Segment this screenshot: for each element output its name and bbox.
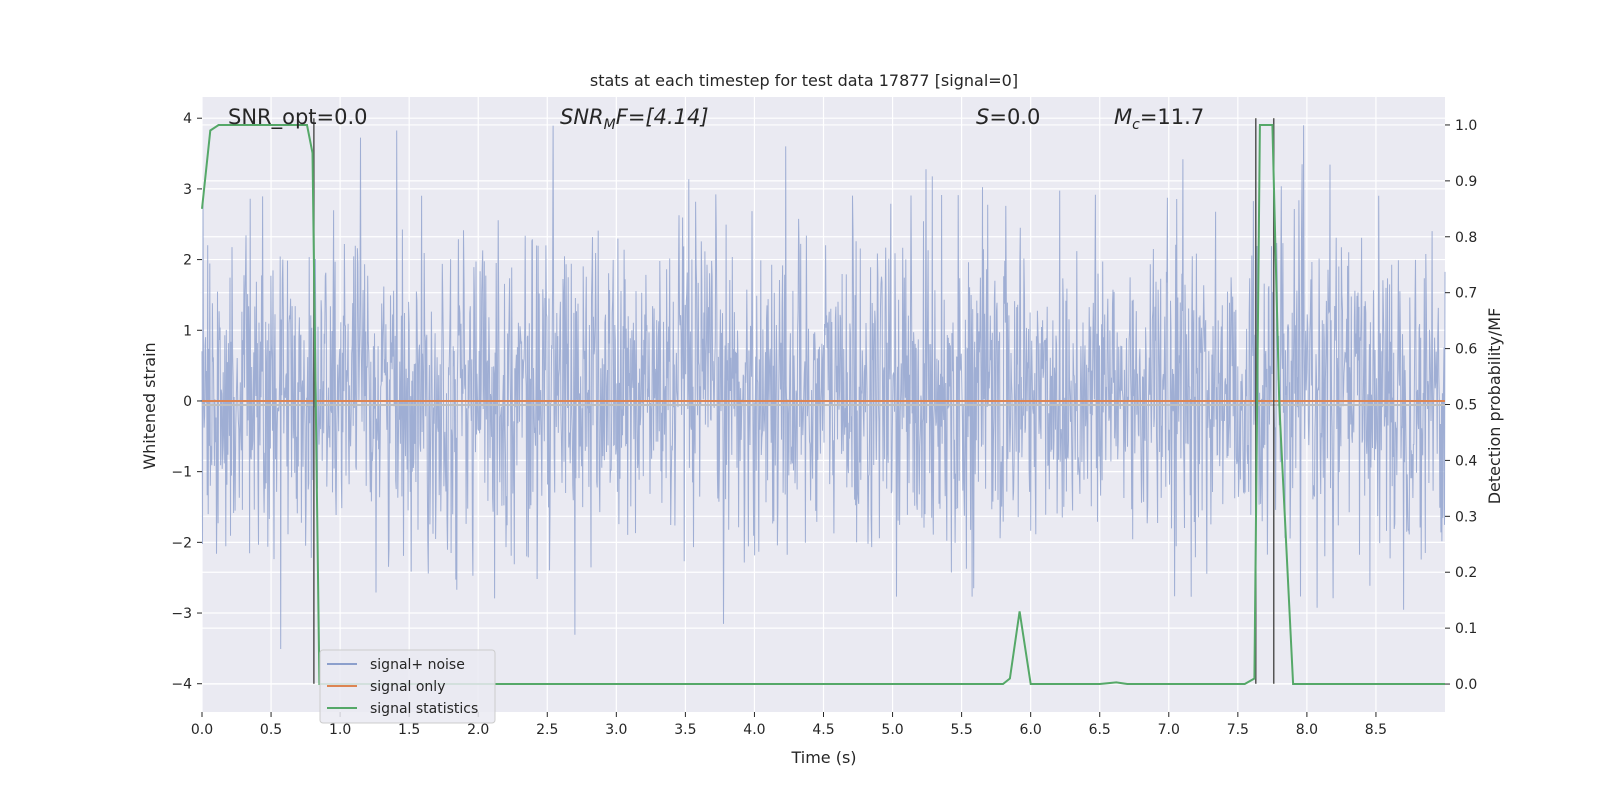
y2-tick-label: 0.2 <box>1455 565 1477 581</box>
x-tick-label: 0.0 <box>191 722 213 738</box>
y2-tick-label: 0.4 <box>1455 453 1477 469</box>
annotation-mc-sub: c <box>1132 117 1140 133</box>
annotation-mc: Mc=11.7 <box>1114 105 1204 133</box>
x-tick-label: 8.0 <box>1296 722 1318 738</box>
x-tick-label: 1.0 <box>329 722 351 738</box>
annotation-mc-name: M <box>1114 105 1132 129</box>
x-tick-label: 1.5 <box>398 722 420 738</box>
y-tick-label: −2 <box>171 535 192 551</box>
y2-tick-label: 0.5 <box>1455 398 1477 414</box>
y-axis-label: Whitened strain <box>140 342 159 469</box>
annotation-snr-mf-sub: M <box>604 117 616 133</box>
y2-tick-label: 0.3 <box>1455 509 1477 525</box>
legend-frame <box>319 649 496 724</box>
y-tick-label: 0 <box>183 394 192 410</box>
y2-tick-label: 0.9 <box>1455 174 1477 190</box>
annotation-snr-mf-name: SNR <box>560 105 604 129</box>
y-tick-label: −4 <box>171 677 192 693</box>
annotation-snr-opt: SNR_opt=0.0 <box>228 105 368 130</box>
y2-tick-label: 0.1 <box>1455 621 1477 637</box>
x-tick-label: 7.5 <box>1227 722 1249 738</box>
x-tick-label: 3.0 <box>605 722 627 738</box>
x-tick-label: 4.0 <box>743 722 765 738</box>
x-tick-label: 3.5 <box>674 722 696 738</box>
x-tick-label: 5.0 <box>881 722 903 738</box>
y2-tick-label: 1.0 <box>1455 118 1477 134</box>
x-tick-label: 2.5 <box>536 722 558 738</box>
x-tick-label: 7.0 <box>1158 722 1180 738</box>
y2-tick-label: 0.8 <box>1455 230 1477 246</box>
legend-label-signal-only: signal only <box>370 679 445 695</box>
y2-axis-label: Detection probability/MF <box>1485 308 1504 505</box>
y2-axis-ticks: 1.0 0.9 0.8 0.7 0.6 0.5 0.4 0.3 0.2 0.1 0.0 <box>1445 118 1477 693</box>
annotation-s-name: S <box>976 105 989 129</box>
y-tick-label: 3 <box>183 182 192 198</box>
y-tick-label: 4 <box>183 111 192 127</box>
y2-tick-label: 0.0 <box>1455 677 1477 693</box>
x-tick-label: 8.5 <box>1365 722 1387 738</box>
y-tick-label: −1 <box>171 465 192 481</box>
signal-only-series <box>202 399 1445 406</box>
chart-title: stats at each timestep for test data 178… <box>590 71 1018 90</box>
annotation-mc-rest: =11.7 <box>1140 105 1204 129</box>
statistics-line <box>201 124 1445 685</box>
x-tick-label: 6.5 <box>1089 722 1111 738</box>
x-axis-ticks: 0.0 0.5 1.0 1.5 2.0 2.5 3.0 3.5 4.0 4.5 5.0 5.5 6.0 6… <box>191 712 1387 738</box>
annotation-snr-mf-rest: F=[4.14] <box>616 105 709 129</box>
noise-line <box>201 125 1446 650</box>
legend: signal+ noise signal only signal statist… <box>319 649 496 724</box>
legend-label-noise: signal+ noise <box>370 657 465 673</box>
signal-statistics-series <box>201 124 1445 685</box>
annotation-snr-mf: SNRMF=[4.14] <box>560 105 709 133</box>
y-tick-label: 2 <box>183 253 192 269</box>
y2-tick-label: 0.6 <box>1455 342 1477 358</box>
annotation-s-rest: =0.0 <box>989 105 1040 129</box>
y-axis-ticks: 4 3 2 1 0 −1 −2 −3 −4 <box>171 111 202 693</box>
x-tick-label: 0.5 <box>260 722 282 738</box>
y-tick-label: 1 <box>183 323 192 339</box>
x-tick-label: 4.5 <box>812 722 834 738</box>
legend-label-stats: signal statistics <box>370 701 478 717</box>
x-axis-label: Time (s) <box>790 748 856 767</box>
y-tick-label: −3 <box>171 606 192 622</box>
x-tick-label: 6.0 <box>1020 722 1042 738</box>
annotation-s: S=0.0 <box>976 105 1040 129</box>
y2-tick-label: 0.7 <box>1455 286 1477 302</box>
signal-noise-series <box>201 125 1446 650</box>
x-tick-label: 5.5 <box>950 722 972 738</box>
x-tick-label: 2.0 <box>467 722 489 738</box>
